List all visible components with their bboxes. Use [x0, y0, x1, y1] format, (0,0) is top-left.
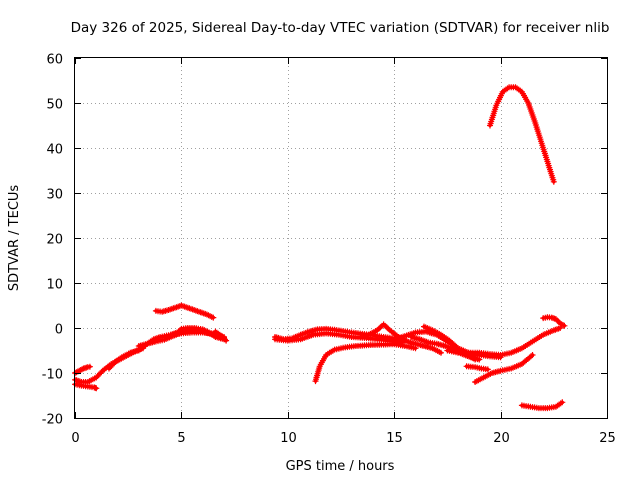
x-tick-label: 0	[71, 431, 79, 446]
y-tick-label: 60	[46, 53, 63, 68]
series-markers	[487, 84, 557, 185]
y-tick-label: 50	[46, 98, 63, 113]
series-markers	[463, 363, 491, 373]
plot-frame	[74, 57, 608, 419]
series-markers	[472, 352, 536, 385]
series-markers	[444, 325, 564, 358]
series-markers	[540, 314, 568, 329]
series-markers	[212, 328, 230, 344]
series-markers	[357, 321, 444, 356]
series-markers	[152, 302, 217, 321]
y-tick-label: 0	[55, 323, 63, 338]
series-arc-7	[152, 302, 217, 321]
series-markers	[312, 341, 419, 385]
series-arc-18	[472, 352, 536, 385]
x-tick-label: 15	[386, 431, 403, 446]
series-arc-20	[518, 399, 566, 412]
chart-title: Day 326 of 2025, Sidereal Day-to-day VTE…	[71, 20, 610, 36]
series-arc-11	[312, 341, 419, 385]
series-arc-17	[463, 363, 491, 373]
y-tick-label: 30	[46, 188, 63, 203]
y-tick-label: 40	[46, 143, 63, 158]
x-tick-label: 5	[177, 431, 185, 446]
y-tick-label: 20	[46, 233, 63, 248]
series-arc-8	[212, 328, 230, 344]
y-tick-label: -10	[42, 368, 63, 383]
series-arc-10	[272, 330, 406, 346]
grid	[75, 58, 607, 418]
data-points	[72, 84, 568, 412]
series-arc-6	[167, 325, 227, 343]
x-tick-label: 25	[599, 431, 616, 446]
y-tick-label: 10	[46, 278, 63, 293]
y-axis-label: SDTVAR / TECUs	[7, 185, 22, 292]
series-arc-1	[72, 363, 93, 376]
series-arc-19	[487, 84, 557, 185]
series-markers	[167, 325, 227, 343]
y-tick-label: -20	[42, 413, 63, 428]
series-arc-21	[540, 314, 568, 329]
x-tick-label: 10	[280, 431, 297, 446]
series-markers	[518, 399, 566, 412]
x-axis-label: GPS time / hours	[286, 459, 395, 474]
axis-ticks: 0 5 10 15 20 25 -20 -10 0 10 20 30 40 50 60	[42, 53, 616, 447]
series-arc-16	[444, 325, 564, 358]
x-tick-label: 20	[493, 431, 510, 446]
